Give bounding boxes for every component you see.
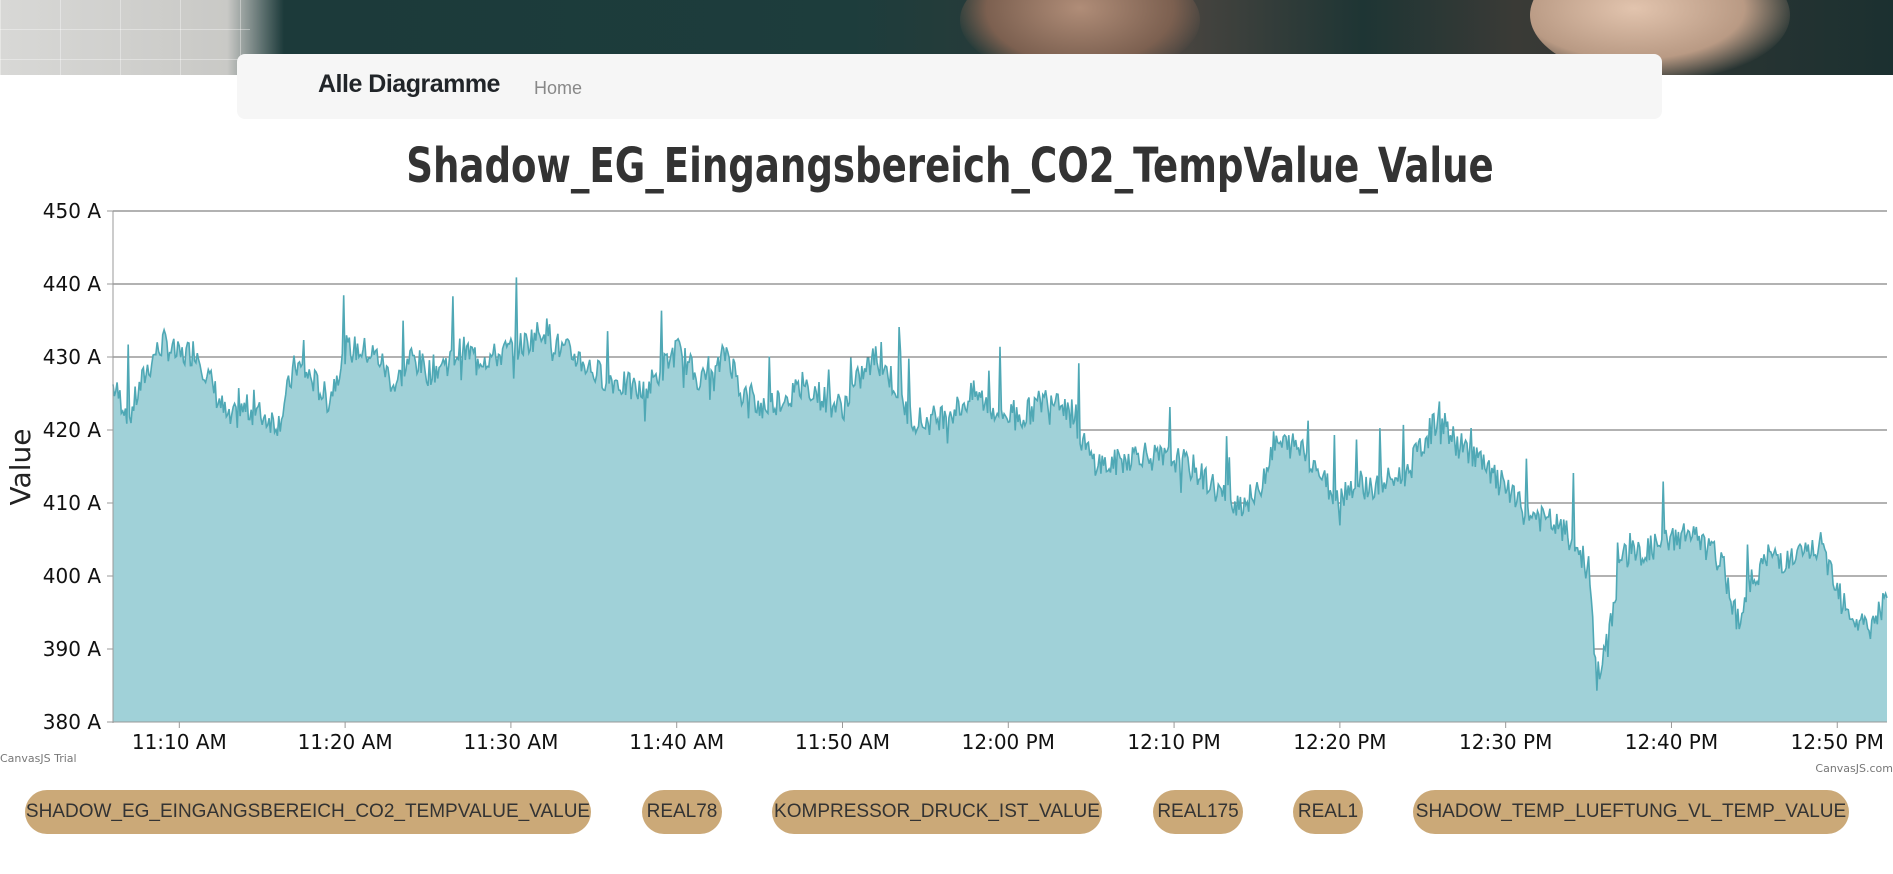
legend-button[interactable]: SHADOW_TEMP_LUEFTUNG_VL_TEMP_VALUE — [1413, 790, 1849, 834]
x-tick-label: 12:00 PM — [962, 730, 1055, 754]
chart: Shadow_EG_Eingangsbereich_CO2_TempValue_… — [0, 137, 1893, 775]
credits-right[interactable]: CanvasJS.com — [1815, 762, 1893, 775]
x-tick-label: 12:30 PM — [1459, 730, 1552, 754]
x-axis-ticks: 11:10 AM 11:20 AM 11:30 AM 11:40 AM 11:50 AM… — [132, 722, 1884, 754]
x-tick-label: 11:10 AM — [132, 730, 227, 754]
chart-area-series — [112, 277, 1888, 722]
navbar: Alle Diagramme Home — [237, 54, 1662, 119]
y-tick-label: 390 A — [43, 637, 102, 661]
chart-title: Shadow_EG_Eingangsbereich_CO2_TempValue_… — [406, 137, 1494, 194]
y-tick-label: 380 A — [43, 710, 102, 734]
credits-left: CanvasJS Trial — [0, 752, 77, 765]
chart-legend: SHADOW_EG_EINGANGSBEREICH_CO2_TEMPVALUE_… — [0, 790, 1893, 840]
x-tick-label: 12:20 PM — [1293, 730, 1386, 754]
nav-link-home[interactable]: Home — [534, 78, 583, 98]
x-tick-label: 12:50 PM — [1791, 730, 1884, 754]
y-tick-label: 430 A — [43, 345, 102, 369]
x-tick-label: 11:50 AM — [795, 730, 890, 754]
series-line — [112, 277, 1888, 691]
navbar-brand[interactable]: Alle Diagramme — [318, 70, 500, 98]
banner-tiles — [0, 0, 250, 75]
y-tick-label: 440 A — [43, 272, 102, 296]
legend-button[interactable]: REAL78 — [642, 790, 722, 834]
y-tick-label: 400 A — [43, 564, 102, 588]
y-axis-label: Value — [4, 429, 37, 506]
x-tick-label: 12:40 PM — [1625, 730, 1718, 754]
x-tick-label: 11:20 AM — [298, 730, 393, 754]
x-tick-label: 12:10 PM — [1127, 730, 1220, 754]
x-tick-label: 11:30 AM — [463, 730, 558, 754]
y-tick-label: 410 A — [43, 491, 102, 515]
y-tick-label: 420 A — [43, 418, 102, 442]
y-axis-ticks: 450 A 440 A 430 A 420 A 410 A 400 A 390 A 380 A — [43, 199, 113, 734]
legend-button[interactable]: SHADOW_EG_EINGANGSBEREICH_CO2_TEMPVALUE_… — [25, 790, 591, 834]
legend-button[interactable]: KOMPRESSOR_DRUCK_IST_VALUE — [772, 790, 1102, 834]
x-tick-label: 11:40 AM — [629, 730, 724, 754]
area-fill — [113, 277, 1887, 722]
legend-button[interactable]: REAL175 — [1153, 790, 1243, 834]
legend-button[interactable]: REAL1 — [1293, 790, 1363, 834]
y-tick-label: 450 A — [43, 199, 102, 223]
